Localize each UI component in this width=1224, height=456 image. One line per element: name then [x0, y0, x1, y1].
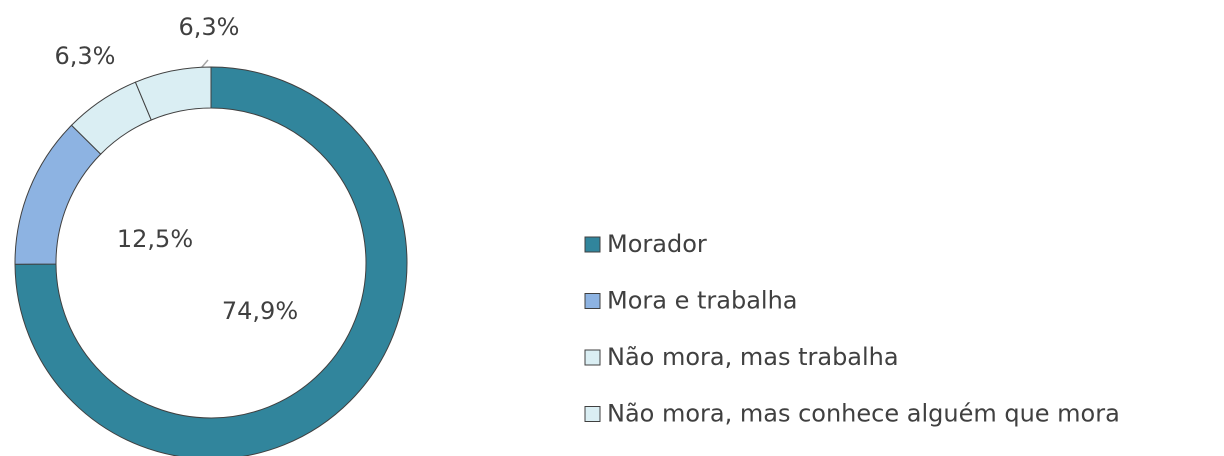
- legend-label: Não mora, mas trabalha: [607, 343, 899, 371]
- data-label: 6,3%: [55, 42, 116, 70]
- legend-swatch: [584, 406, 601, 422]
- legend-swatch: [584, 349, 601, 366]
- data-label: 74,9%: [222, 297, 298, 325]
- legend-label: Não mora, mas conhece alguém que mora: [607, 400, 1120, 428]
- donut-slice: [14, 124, 102, 265]
- donut-slice: [14, 66, 408, 456]
- legend-swatch: [584, 236, 601, 253]
- legend-label: Mora e trabalha: [607, 287, 798, 315]
- donut-slice: [134, 66, 212, 121]
- legend-label: Morador: [607, 230, 707, 258]
- data-label: 12,5%: [117, 225, 193, 253]
- legend-swatch: [584, 293, 601, 309]
- data-label: 6,3%: [179, 13, 240, 41]
